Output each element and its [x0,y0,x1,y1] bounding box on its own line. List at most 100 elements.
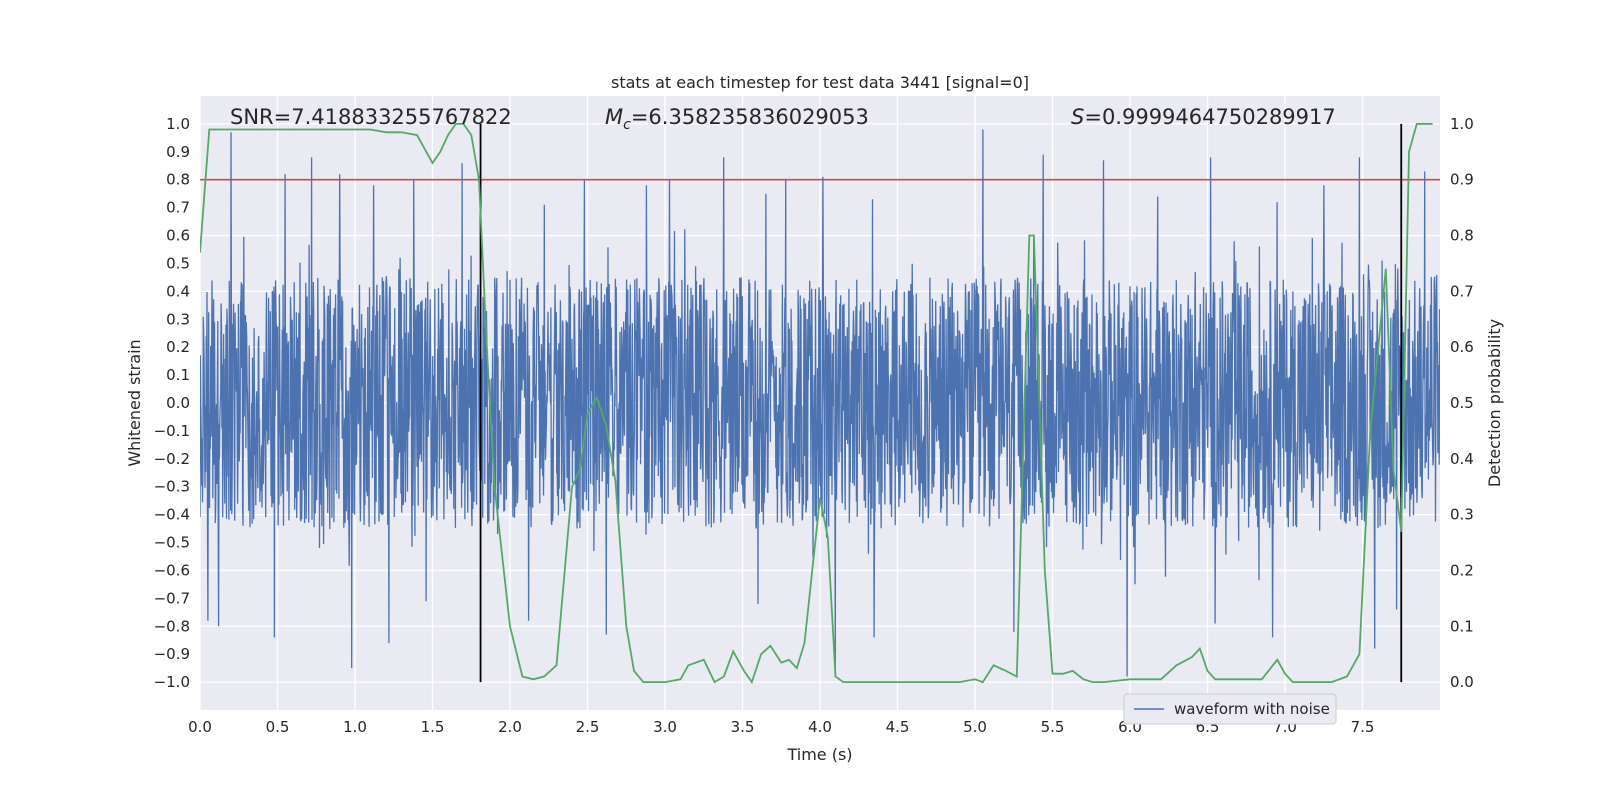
probability-point [1237,678,1240,680]
legend-label: waveform with noise [1174,700,1330,718]
snr-annotation: SNR=7.418833255767822 [230,105,512,129]
probability-point [1082,678,1085,680]
probability-point [571,486,573,488]
y-tick-label: −0.3 [154,478,190,496]
chirp-mass-annotation: Mc=6.358235836029053 [605,105,869,133]
probability-point [208,128,210,131]
probability-point [1284,673,1286,675]
probability-point [796,667,798,669]
y2-tick-label: 1.0 [1450,115,1474,133]
probability-point [470,134,472,136]
probability-point [1416,123,1418,125]
x-tick-label: 2.5 [576,718,600,736]
probability-point [1358,653,1360,655]
waveform-line [200,129,1440,677]
chirp-mass-value: =6.358235836029053 [631,105,869,129]
probability-point [653,681,655,683]
y2-axis-label: Detection probability [1485,319,1504,487]
probability-point [642,681,644,683]
y2-tick-label: 0.0 [1450,673,1474,691]
x-tick-label: 4.5 [886,718,910,736]
y-tick-label: −0.9 [154,645,190,663]
probability-point [850,681,852,683]
probability-point [703,659,705,661]
probability-point [230,128,232,131]
probability-point [1005,670,1007,672]
waveform-series [200,129,1440,677]
y-tick-label: 0.8 [166,171,190,189]
probability-point [751,681,753,683]
probability-point [664,681,666,683]
probability-point [509,625,511,627]
probability-point [1385,268,1387,270]
y2-tick-label: 0.5 [1450,394,1474,412]
legend: waveform with noise [1123,693,1337,725]
y-tick-label: 1.0 [166,115,190,133]
probability-point [993,664,995,666]
probability-point [1330,681,1333,683]
probability-point [354,128,356,131]
x-tick-label: 1.0 [343,718,367,736]
probability-point [1392,469,1395,471]
probability-point [261,128,263,131]
score-value: =0.9999464750289917 [1084,105,1335,129]
probability-point [1206,670,1209,672]
probability-point [834,675,837,678]
y-tick-label: 0.2 [166,338,190,356]
chirp-mass-subscript: c [623,117,631,133]
probability-point [679,678,682,680]
probability-point [596,396,598,398]
probability-point [579,469,581,471]
y-tick-label: 0.0 [166,394,190,412]
x-tick-label: 0.0 [188,718,212,736]
y-tick-label: 0.6 [166,227,190,245]
probability-point [842,681,844,683]
legend-box [1123,693,1337,725]
probability-point [614,480,617,482]
probability-point [943,681,945,683]
probability-point [1431,123,1433,125]
probability-point [543,675,545,678]
probability-point [200,251,201,253]
y-tick-label: −0.1 [154,422,190,440]
probability-point [1028,234,1030,237]
probability-point [1062,673,1064,675]
probability-point [493,486,496,488]
x-tick-label: 1.5 [421,718,445,736]
probability-point [780,662,782,664]
y2-tick-label: 0.4 [1450,450,1474,468]
probability-point [586,413,589,415]
probability-point [385,131,387,133]
probability-line [200,123,1433,685]
probability-point [723,675,725,678]
probability-point [1369,430,1371,432]
probability-point [982,681,984,683]
probability-point [769,645,772,647]
x-tick-label: 5.5 [1041,718,1065,736]
probability-point [1299,681,1302,683]
probability-point [1051,673,1054,675]
y2-tick-label: 0.6 [1450,338,1474,356]
probability-point [912,681,914,683]
probability-point [1092,681,1094,683]
y-axis-label: Whitened strain [125,339,144,466]
probability-point [455,123,457,125]
probability-point [687,664,689,666]
probability-point [1033,234,1035,237]
probability-point [214,128,217,131]
probability-point [439,151,441,153]
probability-point [1408,151,1410,153]
x-tick-label: 5.0 [963,718,987,736]
probability-point [1423,123,1426,125]
probability-point [1315,681,1317,683]
probability-point [486,346,488,348]
probability-point [416,134,418,136]
probability-point [1175,664,1178,666]
probability-point [788,659,790,661]
probability-series [200,123,1433,685]
x-tick-label: 0.5 [266,718,290,736]
probability-point [1129,678,1131,680]
probability-point [625,625,627,627]
y-tick-label: −0.6 [154,561,190,579]
chirp-mass-symbol: M [605,105,623,129]
